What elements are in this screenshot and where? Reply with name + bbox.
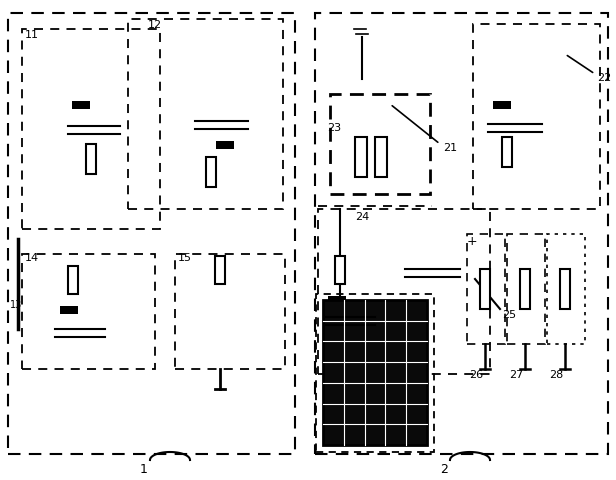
Bar (547, 235, 585, 344)
Bar (375, 138, 387, 178)
Bar (323, 300, 427, 445)
Text: 25: 25 (502, 309, 516, 319)
Text: 13: 13 (10, 300, 22, 309)
Bar (22, 254, 155, 369)
Text: 24: 24 (355, 212, 369, 222)
Bar (328, 296, 346, 304)
Bar (68, 266, 78, 294)
Text: 23: 23 (327, 123, 341, 133)
Bar (318, 210, 490, 374)
Bar (355, 138, 367, 178)
Bar (206, 157, 216, 188)
Text: 14: 14 (25, 252, 39, 263)
Bar (473, 25, 600, 210)
Bar (315, 14, 608, 454)
Text: 15: 15 (178, 252, 192, 263)
Bar (467, 235, 505, 344)
Bar (316, 294, 434, 452)
Text: +: + (467, 235, 477, 248)
Bar (8, 14, 295, 454)
Text: 27: 27 (509, 369, 523, 379)
Text: 26: 26 (469, 369, 483, 379)
Bar (216, 142, 234, 150)
Bar (335, 256, 345, 285)
Bar (493, 102, 511, 110)
Bar (502, 138, 512, 168)
Text: 21: 21 (443, 143, 457, 153)
Bar (507, 235, 545, 344)
Text: 22: 22 (597, 73, 611, 83)
Text: 11: 11 (25, 30, 39, 40)
Bar (86, 144, 96, 175)
Bar (72, 102, 90, 110)
Bar (480, 269, 490, 309)
Bar (215, 256, 225, 285)
Bar (60, 306, 78, 314)
Bar (22, 30, 160, 229)
Text: 1: 1 (140, 462, 148, 475)
Bar (330, 95, 430, 194)
Bar (560, 269, 570, 309)
Text: 28: 28 (549, 369, 563, 379)
Text: 2: 2 (440, 462, 448, 475)
Bar (128, 20, 283, 210)
Bar (520, 269, 530, 309)
Text: 12: 12 (148, 20, 162, 30)
Bar (175, 254, 285, 369)
